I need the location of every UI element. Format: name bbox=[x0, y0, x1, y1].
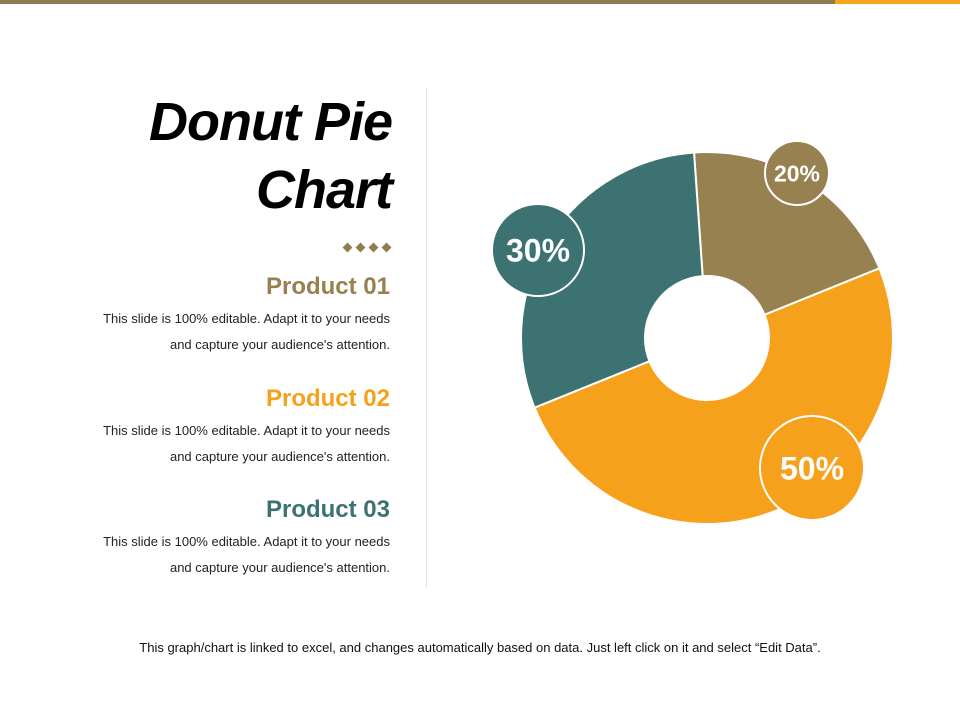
product-02-desc-line-2: and capture your audience's attention. bbox=[169, 449, 390, 464]
product-02-name: Product 02 bbox=[265, 385, 390, 412]
product-02-block: Product 02 This slide is 100% editable. … bbox=[40, 384, 390, 470]
product-03-desc-line-1: This slide is 100% editable. Adapt it to… bbox=[103, 534, 390, 549]
diamond-icon bbox=[355, 242, 366, 253]
vertical-divider bbox=[426, 88, 427, 588]
product-03-description: This slide is 100% editable. Adapt it to… bbox=[40, 529, 390, 581]
product-03-name: Product 03 bbox=[265, 496, 390, 523]
product-01-name: Product 01 bbox=[265, 273, 390, 300]
slice-label-2: 50% bbox=[780, 451, 844, 487]
footnote: This graph/chart is linked to excel, and… bbox=[139, 640, 821, 655]
product-01-description: This slide is 100% editable. Adapt it to… bbox=[40, 306, 390, 358]
donut-slice-1 bbox=[692, 151, 881, 317]
top-bar-main-segment bbox=[0, 0, 835, 4]
product-01-block: Product 01 This slide is 100% editable. … bbox=[40, 272, 390, 358]
diamond-icon bbox=[368, 242, 379, 253]
title-line-1: Donut Pie bbox=[149, 92, 393, 152]
title-line-2: Chart bbox=[255, 160, 393, 220]
top-bar-accent-segment bbox=[835, 0, 960, 4]
page-title: Donut Pie Chart bbox=[60, 88, 393, 224]
product-01-desc-line-2: and capture your audience's attention. bbox=[169, 337, 390, 352]
product-02-description: This slide is 100% editable. Adapt it to… bbox=[40, 418, 390, 470]
slice-label-3: 30% bbox=[506, 233, 570, 269]
decorative-diamonds bbox=[318, 242, 392, 254]
donut-chart: 20% 50% 30% bbox=[491, 140, 894, 525]
slice-label-badge-1 bbox=[764, 140, 830, 206]
slice-label-1: 20% bbox=[774, 160, 820, 186]
top-accent-bar bbox=[0, 0, 960, 4]
product-03-block: Product 03 This slide is 100% editable. … bbox=[40, 495, 390, 581]
product-02-desc-line-1: This slide is 100% editable. Adapt it to… bbox=[103, 423, 390, 438]
product-03-desc-line-2: and capture your audience's attention. bbox=[169, 560, 390, 575]
product-01-desc-line-1: This slide is 100% editable. Adapt it to… bbox=[103, 311, 390, 326]
diamond-icon bbox=[342, 242, 353, 253]
diamond-icon bbox=[381, 242, 392, 253]
slice-label-badge-3 bbox=[491, 203, 585, 297]
slice-label-badge-2 bbox=[759, 415, 865, 521]
